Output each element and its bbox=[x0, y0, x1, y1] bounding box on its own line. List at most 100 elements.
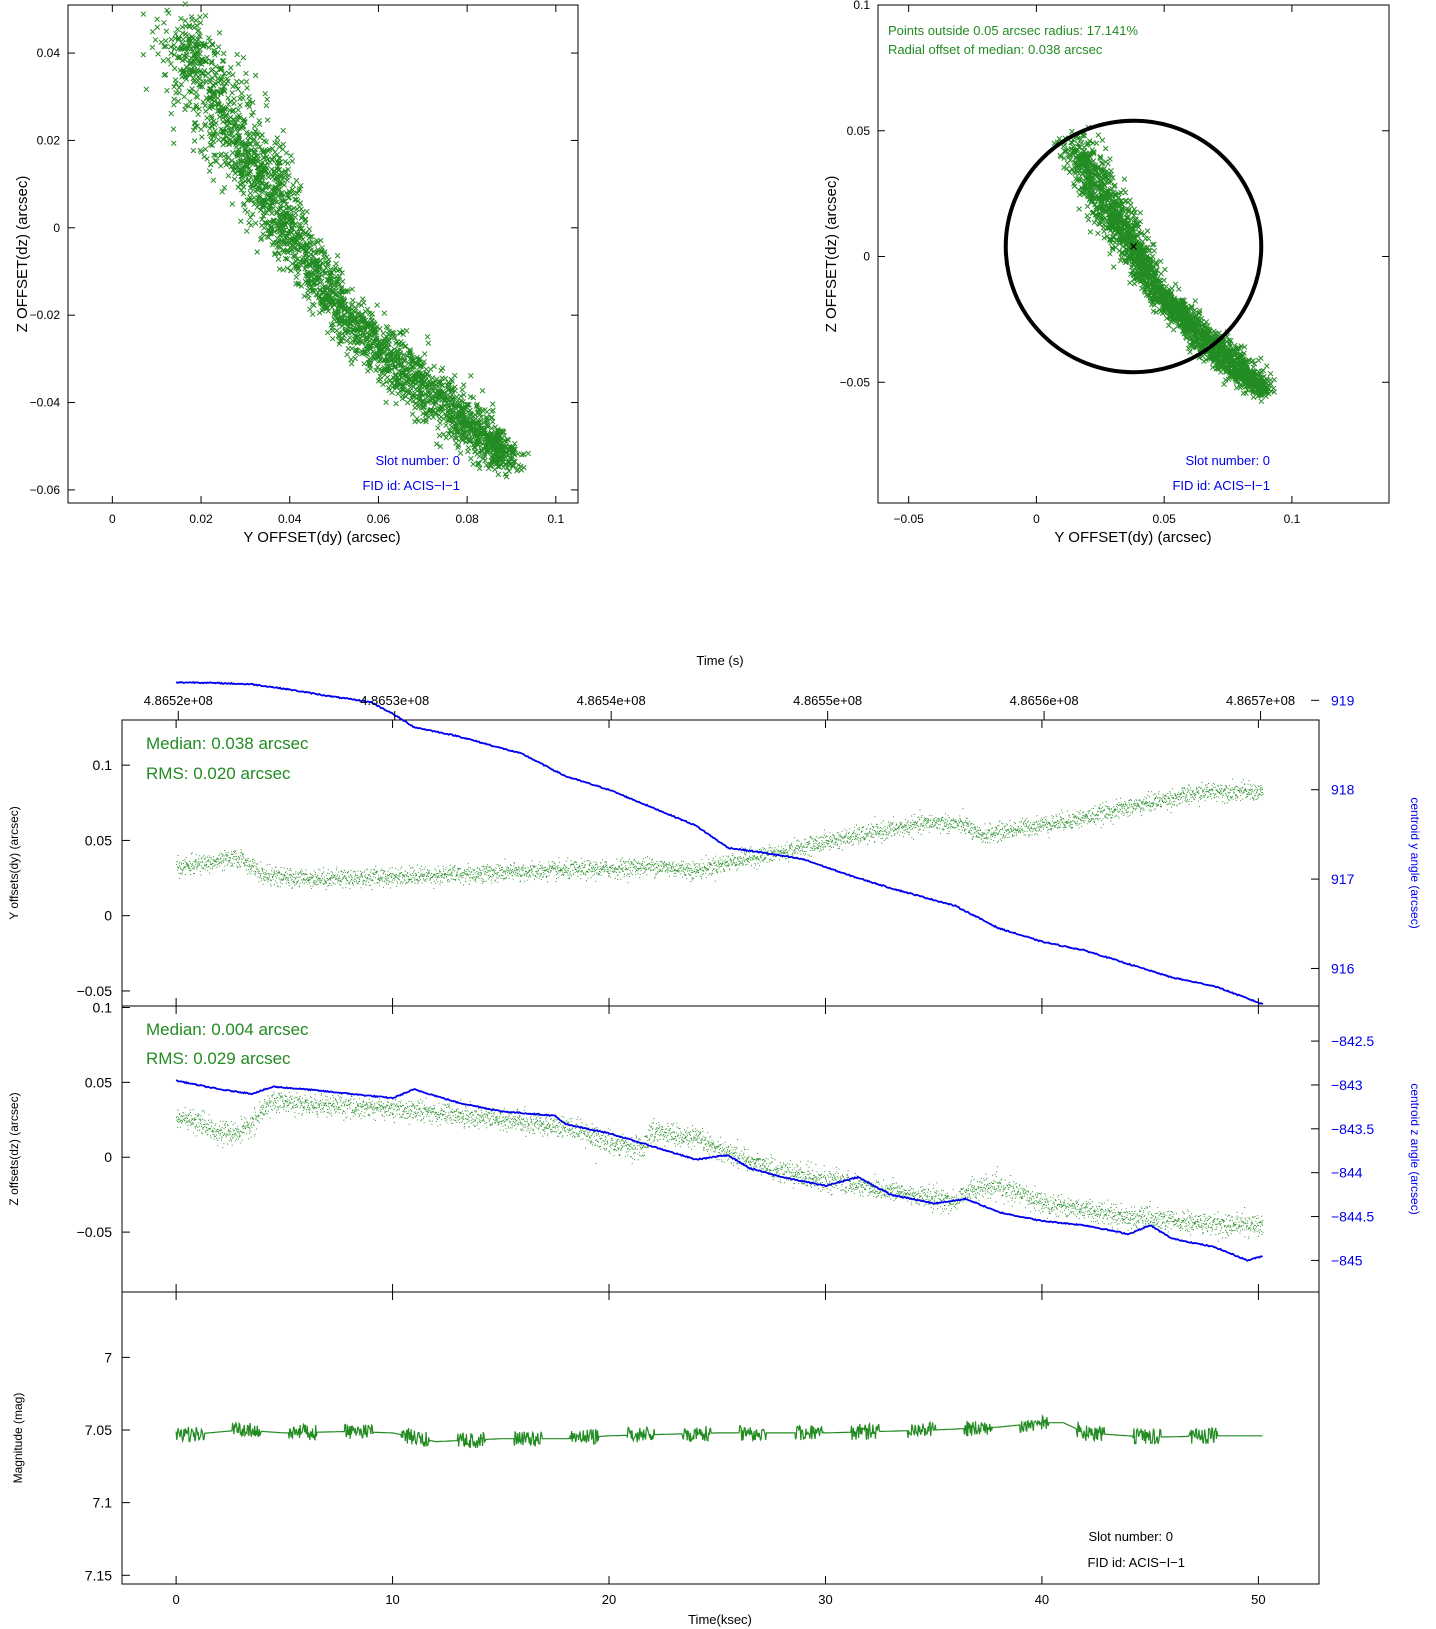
magnitude-ytick-label: 7.05 bbox=[85, 1422, 112, 1438]
magnitude-fid-label: FID id: ACIS−I−1 bbox=[1087, 1555, 1185, 1570]
scatter-right-xtick-label: 0 bbox=[1033, 512, 1040, 526]
scatter-left-ytick-label: 0 bbox=[53, 221, 60, 235]
magnitude-ytick-label: 7.1 bbox=[93, 1495, 113, 1511]
z-offset-y2tick-label: −844.5 bbox=[1331, 1209, 1374, 1225]
time-ksec-tick-label: 50 bbox=[1251, 1592, 1265, 1607]
y-offset-y2tick-label: 917 bbox=[1331, 871, 1355, 887]
scatter-left-xtick-label: 0.08 bbox=[455, 512, 479, 526]
scatter-right-frame bbox=[877, 4, 1390, 504]
time-s-tick-label: 4.8654e+08 bbox=[577, 693, 646, 708]
y-offset-ytick-label: 0.1 bbox=[93, 757, 113, 773]
z-offset-ytick-label: 0 bbox=[104, 1149, 112, 1165]
z-offset-ticks: −0.05 0 0.05 0.1 −845 −844.5 −844 −843.5 −843 −84… bbox=[77, 999, 1374, 1292]
z-offset-y2tick-label: −842.5 bbox=[1331, 1033, 1374, 1049]
magnitude-frame bbox=[121, 1291, 1320, 1585]
scatter-left-xtick-label: 0.1 bbox=[547, 512, 564, 526]
y-offset-offset-dots bbox=[176, 778, 1264, 891]
z-offset-ylabel: Z offsets(dz) (arcsec) bbox=[7, 1092, 21, 1205]
z-offset-ytick-label: 0.1 bbox=[93, 999, 113, 1015]
scatter-right-slot-label: Slot number: 0 bbox=[1185, 453, 1270, 468]
y-offset-ytick-label: 0.05 bbox=[85, 832, 112, 848]
scatter-right-radius-circle bbox=[1003, 118, 1264, 375]
z-offset-ytick-label: 0.05 bbox=[85, 1074, 112, 1090]
z-offset-y2tick-label: −844 bbox=[1331, 1165, 1363, 1181]
magnitude-ticks: 7 7.05 7.1 7.15 0 10 20 30 40 50 bbox=[85, 1292, 1266, 1607]
z-offset-series bbox=[175, 1079, 1264, 1262]
scatter-left-xtick-label: 0.02 bbox=[189, 512, 213, 526]
scatter-left-slot-label: Slot number: 0 bbox=[375, 453, 460, 468]
scatter-right-xtick-label: 0.1 bbox=[1284, 512, 1301, 526]
scatter-left-xtick-label: 0.04 bbox=[278, 512, 302, 526]
scatter-right-panel: −0.05 0 0.05 0.1 −0.05 0 0.05 0.1 Points outsid… bbox=[823, 0, 1390, 546]
y-offset-angle-line bbox=[175, 681, 1264, 1006]
time-s-tick-label: 4.8655e+08 bbox=[793, 693, 862, 708]
scatter-right-median-note: Radial offset of median: 0.038 arcsec bbox=[888, 42, 1103, 57]
scatter-right-xtick-label: −0.05 bbox=[893, 512, 924, 526]
y-offset-ylabel: Y offsets(dy) (arcsec) bbox=[7, 806, 21, 920]
scatter-left-ytick-label: −0.02 bbox=[30, 308, 61, 322]
scatter-left-xlabel: Y OFFSET(dy) (arcsec) bbox=[243, 529, 400, 546]
scatter-left-ytick-label: −0.04 bbox=[30, 396, 61, 410]
z-offset-y2tick-label: −843.5 bbox=[1331, 1121, 1374, 1137]
y-offset-ticks: −0.05 0 0.05 0.1 916 917 918 919 4.8652e+08 4.865… bbox=[77, 692, 1355, 1006]
scatter-left-ytick-label: 0.02 bbox=[37, 133, 61, 147]
z-angle-ylabel: centroid z angle (arcsec) bbox=[1408, 1083, 1422, 1214]
time-s-tick-label: 4.8657e+08 bbox=[1226, 693, 1295, 708]
scatter-left-xtick-label: 0.06 bbox=[367, 512, 391, 526]
y-offset-rms: RMS: 0.020 arcsec bbox=[146, 764, 291, 783]
scatter-right-ytick-label: −0.05 bbox=[840, 375, 871, 389]
scatter-right-point-markers bbox=[1051, 124, 1277, 404]
z-offset-ytick-label: −0.05 bbox=[77, 1224, 113, 1240]
scatter-left-xtick-label: 0 bbox=[109, 512, 116, 526]
y-offset-series bbox=[175, 681, 1264, 1006]
z-offset-rms: RMS: 0.029 arcsec bbox=[146, 1049, 291, 1068]
y-offset-ytick-label: −0.05 bbox=[77, 983, 113, 999]
magnitude-ytick-label: 7.15 bbox=[85, 1567, 112, 1583]
time-ksec-tick-label: 40 bbox=[1035, 1592, 1049, 1607]
scatter-right-ytick-label: 0.05 bbox=[847, 124, 871, 138]
y-angle-ylabel: centroid y angle (arcsec) bbox=[1408, 797, 1422, 928]
magnitude-ytick-label: 7 bbox=[104, 1349, 112, 1365]
scatter-right-ytick-label: 0.1 bbox=[853, 0, 870, 12]
z-offset-y2tick-label: −843 bbox=[1331, 1077, 1363, 1093]
scatter-left-frame bbox=[67, 4, 579, 504]
y-offset-y2tick-label: 916 bbox=[1331, 960, 1355, 976]
scatter-left-ytick-label: −0.06 bbox=[30, 483, 61, 497]
time-ksec-tick-label: 20 bbox=[602, 1592, 616, 1607]
z-offset-panel: −0.05 0 0.05 0.1 −845 −844.5 −844 −843.5 −843 −84… bbox=[7, 999, 1422, 1293]
y-offset-y2tick-label: 918 bbox=[1331, 782, 1355, 798]
time-s-tick-label: 4.8653e+08 bbox=[360, 693, 429, 708]
z-offset-y2tick-label: −845 bbox=[1331, 1252, 1363, 1268]
magnitude-line bbox=[175, 1413, 1263, 1449]
magnitude-ylabel: Magnitude (mag) bbox=[11, 1393, 25, 1484]
time-s-tick-label: 4.8652e+08 bbox=[144, 693, 213, 708]
magnitude-xlabel: Time(ksec) bbox=[688, 1612, 752, 1627]
scatter-left-points bbox=[140, 1, 531, 480]
scatter-left-ticks: 0 0.02 0.04 0.06 0.08 0.1 −0.06 −0.04 −0.02 0 0.02… bbox=[30, 5, 578, 526]
time-ksec-tick-label: 0 bbox=[172, 1592, 179, 1607]
z-offset-offset-dots bbox=[176, 1087, 1264, 1242]
y-offset-median: Median: 0.038 arcsec bbox=[146, 734, 309, 753]
top-time-axis-title: Time (s) bbox=[696, 653, 743, 668]
z-offset-angle-line bbox=[175, 1079, 1263, 1262]
scatter-right-ticks: −0.05 0 0.05 0.1 −0.05 0 0.05 0.1 bbox=[840, 0, 1389, 526]
magnitude-slot-label: Slot number: 0 bbox=[1088, 1529, 1173, 1544]
scatter-right-xtick-label: 0.05 bbox=[1152, 512, 1176, 526]
scatter-left-fid-label: FID id: ACIS−I−1 bbox=[362, 478, 460, 493]
scatter-right-outside-note: Points outside 0.05 arcsec radius: 17.14… bbox=[888, 23, 1138, 38]
scatter-right-points bbox=[1003, 118, 1277, 404]
scatter-right-fid-label: FID id: ACIS−I−1 bbox=[1172, 478, 1270, 493]
y-offset-y2tick-label: 919 bbox=[1331, 692, 1355, 708]
scatter-right-median-marker bbox=[1130, 243, 1137, 250]
time-s-tick-label: 4.8656e+08 bbox=[1010, 693, 1079, 708]
scatter-left-ytick-label: 0.04 bbox=[37, 46, 61, 60]
scatter-left-ylabel: Z OFFSET(dz) (arcsec) bbox=[14, 176, 31, 333]
scatter-right-ytick-label: 0 bbox=[863, 250, 870, 264]
magnitude-series bbox=[175, 1413, 1263, 1449]
z-offset-median: Median: 0.004 arcsec bbox=[146, 1020, 309, 1039]
scatter-left-panel: 0 0.02 0.04 0.06 0.08 0.1 −0.06 −0.04 −0.02 0 0.02… bbox=[14, 1, 579, 546]
scatter-right-xlabel: Y OFFSET(dy) (arcsec) bbox=[1054, 529, 1211, 546]
scatter-left-point-markers bbox=[140, 1, 531, 480]
scatter-right-ylabel: Z OFFSET(dz) (arcsec) bbox=[823, 176, 840, 333]
